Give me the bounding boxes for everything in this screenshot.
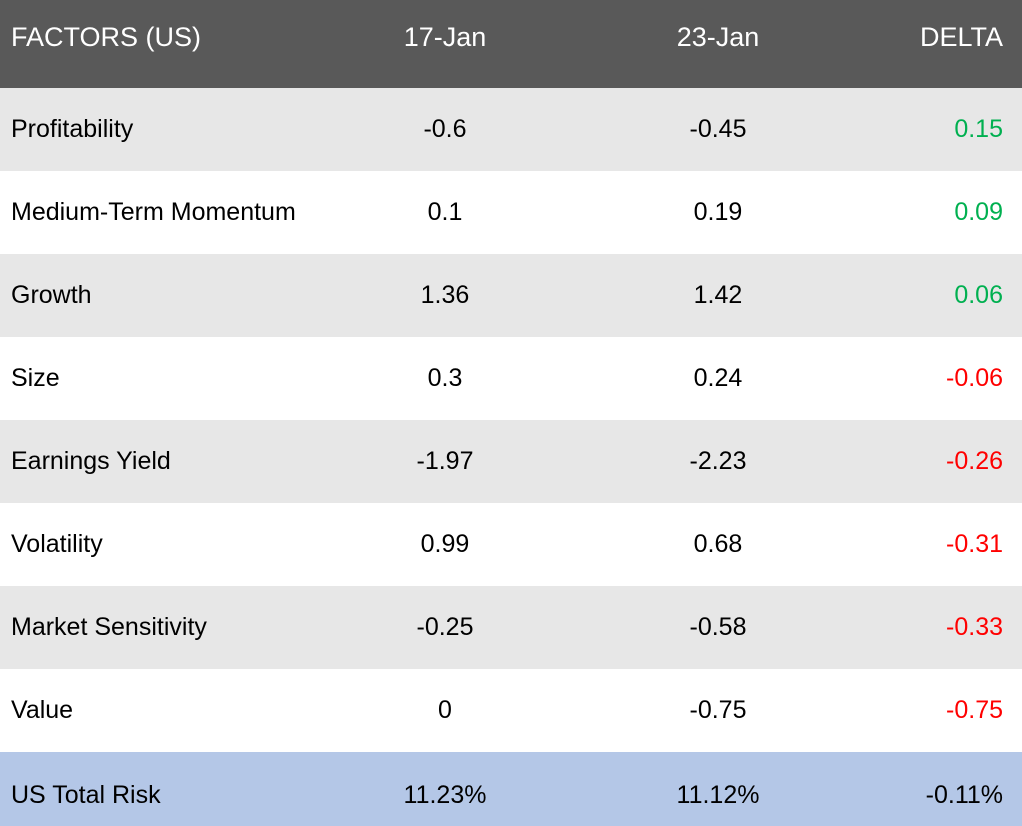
table-row: Value 0 -0.75 -0.75 bbox=[0, 669, 1022, 752]
value-23jan-cell: 1.42 bbox=[693, 281, 743, 309]
value-17jan-cell: -1.97 bbox=[416, 447, 474, 475]
table-row: Medium-Term Momentum 0.1 0.19 0.09 bbox=[0, 171, 1022, 254]
header-cell-factors: FACTORS (US) bbox=[11, 22, 202, 52]
value-17jan-cell: 0 bbox=[438, 696, 452, 724]
factor-name-cell: Size bbox=[11, 364, 60, 392]
delta-cell: 0.06 bbox=[954, 281, 1003, 309]
factor-name-cell: Market Sensitivity bbox=[11, 613, 207, 641]
table-header-row: FACTORS (US) 17-Jan 23-Jan DELTA bbox=[0, 0, 1022, 88]
value-23jan-cell: -0.75 bbox=[689, 696, 747, 724]
table-body: Profitability -0.6 -0.45 0.15 Medium-Ter… bbox=[0, 88, 1022, 752]
value-17jan-cell: 0.99 bbox=[420, 530, 470, 558]
factor-name-cell: Value bbox=[11, 696, 74, 724]
delta-cell: -0.26 bbox=[946, 447, 1003, 475]
header-cell-23-jan: 23-Jan bbox=[676, 22, 760, 52]
factor-name-cell: Growth bbox=[11, 281, 92, 309]
footer-delta-cell: -0.11% bbox=[925, 781, 1003, 809]
table-row: Profitability -0.6 -0.45 0.15 bbox=[0, 88, 1022, 171]
table-row: Earnings Yield -1.97 -2.23 -0.26 bbox=[0, 420, 1022, 503]
value-17jan-cell: -0.25 bbox=[416, 613, 474, 641]
delta-cell: 0.09 bbox=[954, 198, 1003, 226]
delta-cell: -0.75 bbox=[946, 696, 1003, 724]
factor-name-cell: Medium-Term Momentum bbox=[11, 198, 296, 226]
value-23jan-cell: 0.68 bbox=[693, 530, 743, 558]
table-row: Market Sensitivity -0.25 -0.58 -0.33 bbox=[0, 586, 1022, 669]
delta-cell: -0.31 bbox=[946, 530, 1003, 558]
table-footer-row: US Total Risk 11.23% 11.12% -0.11% bbox=[0, 752, 1022, 826]
value-17jan-cell: -0.6 bbox=[423, 115, 467, 143]
footer-label-cell: US Total Risk bbox=[11, 781, 161, 809]
value-17jan-cell: 1.36 bbox=[420, 281, 470, 309]
footer-17jan-cell: 11.23% bbox=[403, 781, 487, 809]
factor-name-cell: Volatility bbox=[11, 530, 103, 558]
delta-cell: -0.06 bbox=[946, 364, 1003, 392]
table-row: Growth 1.36 1.42 0.06 bbox=[0, 254, 1022, 337]
value-17jan-cell: 0.3 bbox=[427, 364, 463, 392]
value-17jan-cell: 0.1 bbox=[427, 198, 463, 226]
delta-cell: 0.15 bbox=[954, 115, 1003, 143]
table-row: Size 0.3 0.24 -0.06 bbox=[0, 337, 1022, 420]
table-row: Volatility 0.99 0.68 -0.31 bbox=[0, 503, 1022, 586]
value-23jan-cell: -0.58 bbox=[689, 613, 747, 641]
footer-23jan-cell: 11.12% bbox=[676, 781, 760, 809]
value-23jan-cell: 0.24 bbox=[693, 364, 743, 392]
value-23jan-cell: 0.19 bbox=[693, 198, 743, 226]
header-cell-delta: DELTA bbox=[919, 22, 1003, 52]
header-cell-17-jan: 17-Jan bbox=[403, 22, 487, 52]
factor-name-cell: Profitability bbox=[11, 115, 134, 143]
factor-name-cell: Earnings Yield bbox=[11, 447, 171, 475]
value-23jan-cell: -0.45 bbox=[689, 115, 747, 143]
value-23jan-cell: -2.23 bbox=[689, 447, 747, 475]
delta-cell: -0.33 bbox=[946, 613, 1003, 641]
